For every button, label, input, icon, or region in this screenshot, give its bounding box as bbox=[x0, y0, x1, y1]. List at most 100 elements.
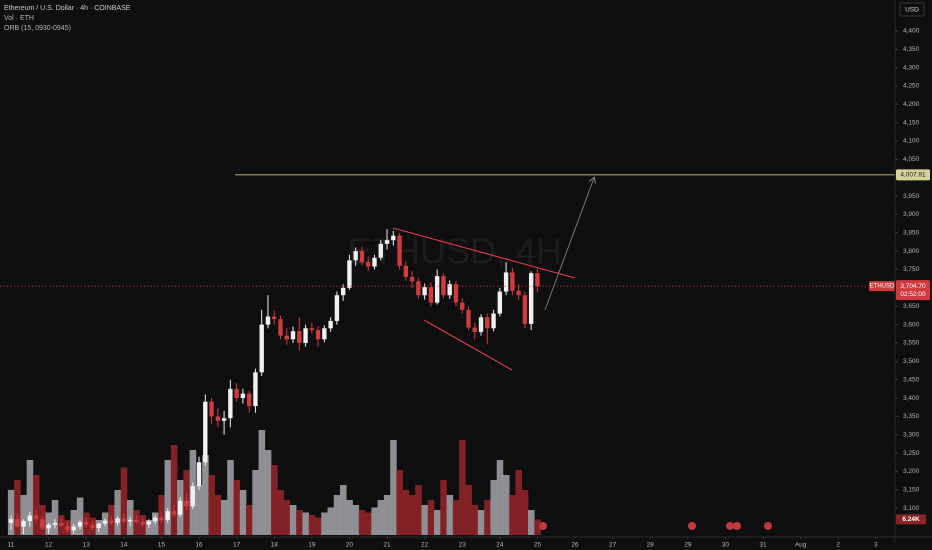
candle-body bbox=[503, 272, 509, 292]
candle-body bbox=[372, 257, 377, 267]
y-tick-label: 4,400 bbox=[903, 28, 920, 35]
volume-bar bbox=[233, 480, 241, 535]
volume-bar bbox=[528, 510, 535, 535]
candle-body bbox=[152, 517, 158, 522]
volume-bar bbox=[277, 490, 284, 535]
volume-bar bbox=[440, 480, 447, 535]
x-tick-label: 23 bbox=[459, 542, 467, 549]
candle-layer bbox=[8, 229, 540, 534]
volume-bar bbox=[76, 497, 84, 535]
candle-body bbox=[121, 518, 127, 522]
y-tick-label: 4,100 bbox=[903, 138, 920, 145]
volume-bar bbox=[70, 510, 78, 535]
candle-body bbox=[497, 291, 503, 314]
volume-bar bbox=[496, 460, 504, 535]
candle-body bbox=[265, 316, 271, 325]
volume-bar bbox=[452, 500, 460, 535]
candle-body bbox=[190, 486, 195, 507]
candle-body bbox=[378, 243, 383, 258]
overlay-layer: ETHUSD bbox=[0, 174, 895, 292]
countdown-label: 02:52:00 bbox=[900, 291, 926, 298]
candle-body bbox=[422, 287, 427, 296]
candle-body bbox=[209, 401, 214, 417]
candle-body bbox=[259, 324, 264, 373]
volume-bar bbox=[208, 475, 215, 535]
candle-body bbox=[65, 525, 70, 531]
x-tick-label: 13 bbox=[83, 542, 91, 549]
volume-bar bbox=[252, 470, 259, 535]
x-tick-label: 20 bbox=[346, 542, 354, 549]
volume-bar bbox=[390, 440, 397, 535]
candle-body bbox=[384, 240, 390, 244]
y-tick-label: 4,050 bbox=[903, 156, 920, 163]
candle-body bbox=[347, 260, 352, 288]
candle-body bbox=[409, 276, 415, 282]
volume-bar bbox=[120, 467, 128, 535]
volume-bar bbox=[377, 500, 385, 535]
y-tick-label: 4,200 bbox=[903, 101, 920, 108]
y-tick-label: 3,350 bbox=[903, 413, 920, 420]
candle-body bbox=[77, 522, 83, 527]
candle-body bbox=[315, 330, 321, 340]
y-tick-label: 3,800 bbox=[903, 248, 920, 255]
volume-bar bbox=[465, 485, 472, 535]
x-tick-label: 15 bbox=[158, 542, 166, 549]
volume-bar bbox=[214, 495, 222, 535]
volume-bar bbox=[352, 505, 360, 535]
candle-body bbox=[171, 511, 177, 515]
event-icon bbox=[539, 522, 547, 530]
currency-button[interactable] bbox=[899, 2, 925, 17]
y-tick-label: 3,100 bbox=[903, 505, 920, 512]
volume-bar bbox=[434, 510, 441, 535]
volume-bar bbox=[20, 495, 27, 535]
current-price-label: 3,704.70 bbox=[900, 283, 926, 290]
candle-body bbox=[466, 309, 471, 328]
candle-body bbox=[184, 500, 189, 507]
candle-body bbox=[15, 519, 20, 527]
volume-bar bbox=[302, 512, 309, 535]
axis-layer: 3,100 3,150 3,200 3,250 3,300 3,350 3,400 3,450… bbox=[8, 28, 930, 549]
candle-body bbox=[478, 317, 484, 332]
volume-bar bbox=[321, 512, 328, 535]
y-tick-label: 3,750 bbox=[903, 266, 920, 273]
volume-bar bbox=[371, 507, 378, 535]
volume-bar bbox=[220, 500, 228, 535]
x-tick-label: 28 bbox=[647, 542, 655, 549]
x-tick-label: 16 bbox=[195, 542, 203, 549]
currency-label[interactable]: USD bbox=[905, 7, 919, 14]
candle-body bbox=[460, 302, 465, 310]
volume-bar bbox=[195, 485, 203, 535]
x-tick-label: 11 bbox=[8, 542, 15, 549]
candle-body bbox=[253, 372, 258, 407]
volume-bar bbox=[427, 500, 435, 535]
symbol-box bbox=[869, 281, 895, 292]
candle-body bbox=[278, 319, 283, 336]
volume-bar bbox=[26, 460, 34, 535]
candle-body bbox=[52, 522, 58, 525]
candle-body bbox=[290, 331, 296, 340]
volume-bar bbox=[490, 480, 497, 535]
candle-body bbox=[115, 518, 120, 523]
volume-bar bbox=[484, 500, 491, 535]
event-icon bbox=[688, 522, 696, 530]
x-tick-label: 21 bbox=[383, 542, 391, 549]
volume-bar bbox=[51, 500, 59, 535]
volume-bar bbox=[227, 460, 234, 535]
candle-body bbox=[403, 265, 409, 277]
candle-body bbox=[522, 295, 528, 324]
candle-body bbox=[8, 519, 14, 523]
candle-body bbox=[297, 331, 302, 343]
volume-bar bbox=[446, 495, 454, 535]
candle-body bbox=[416, 281, 421, 296]
volume-bar bbox=[358, 510, 366, 535]
volume-bar bbox=[365, 512, 372, 535]
candle-body bbox=[397, 235, 402, 266]
y-tick-label: 3,550 bbox=[903, 340, 920, 347]
target-price-label: 4,007.91 bbox=[900, 172, 926, 179]
x-tick-label: 30 bbox=[722, 542, 730, 549]
candle-body bbox=[159, 517, 164, 520]
volume-bar bbox=[502, 475, 510, 535]
volume-bar bbox=[477, 510, 485, 535]
